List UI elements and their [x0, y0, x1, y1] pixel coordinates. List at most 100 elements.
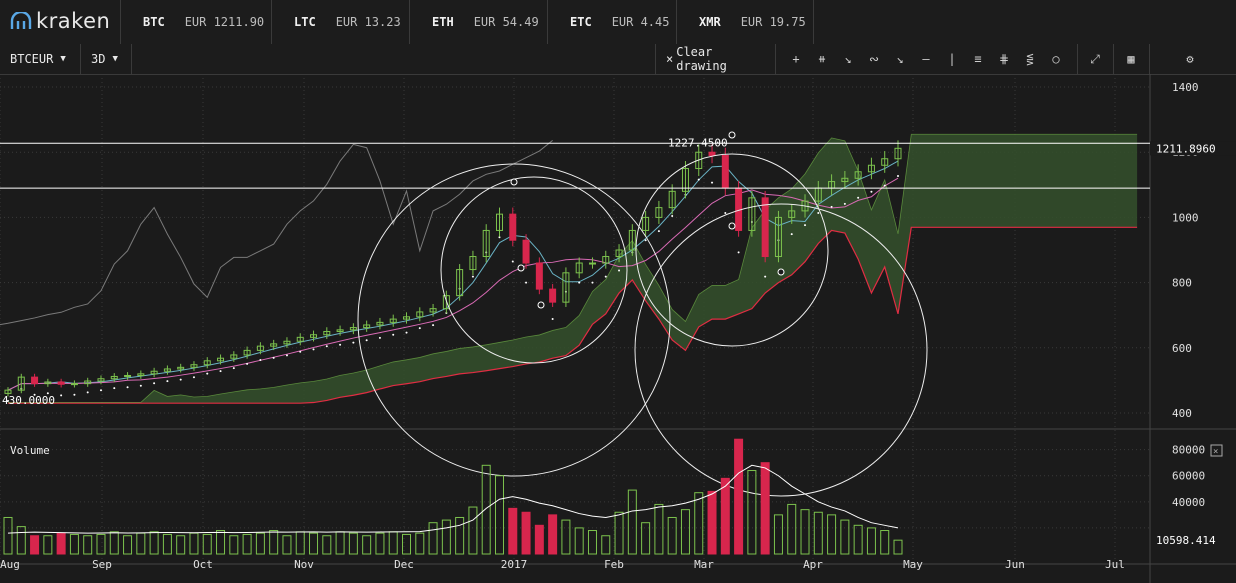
price-tick-label: 400	[1172, 407, 1192, 420]
volume-bar	[707, 490, 717, 555]
volume-bar	[402, 533, 412, 555]
fullscreen-icon[interactable]: ⤢	[1090, 52, 1100, 66]
pitchfork-icon[interactable]: ⋕	[998, 52, 1010, 66]
volume-bar	[667, 516, 677, 555]
candle-body	[588, 262, 596, 265]
volume-bar	[521, 511, 531, 555]
psar-dot	[578, 281, 581, 284]
candle-body	[429, 308, 437, 313]
ticker-eth[interactable]: ETH EUR 54.49	[409, 0, 547, 44]
psar-dot	[325, 345, 328, 348]
candle-body	[70, 383, 78, 386]
psar-dot	[299, 350, 302, 353]
candle-body	[336, 329, 344, 332]
trend-line-icon[interactable]: ⧺	[818, 52, 826, 66]
volume-bar	[880, 530, 890, 555]
arrow-icon[interactable]: ↘	[844, 52, 852, 66]
volume-bar	[641, 522, 651, 555]
candle-body	[124, 374, 132, 377]
candle-body	[310, 334, 318, 338]
psar-dot	[60, 394, 63, 397]
circle-icon[interactable]: ○	[1052, 52, 1060, 66]
candle-body	[535, 262, 543, 290]
volume-bar	[189, 532, 199, 555]
user-drawings[interactable]: 1227.4500 430.0000	[0, 131, 1150, 497]
fib-icon[interactable]: ≡	[974, 52, 982, 66]
gann-fan-icon[interactable]: ⋚	[1026, 52, 1034, 66]
ticker-etc[interactable]: ETC EUR 4.45	[547, 0, 676, 44]
vertical-line-icon[interactable]: |	[948, 52, 956, 66]
crosshair-icon[interactable]: +	[792, 52, 800, 66]
candle-body	[44, 381, 52, 385]
candle-body	[615, 249, 623, 258]
volume-bar	[176, 535, 186, 555]
interval-label: 3D	[91, 52, 106, 66]
interval-dropdown[interactable]: 3D ▼	[81, 44, 132, 74]
x-axis-label: May	[903, 558, 923, 571]
candle-body	[854, 171, 862, 179]
volume-ma-line	[7, 464, 899, 534]
drawing-anchor	[728, 222, 736, 230]
circle-drawing	[635, 153, 829, 347]
psar-dot	[644, 239, 647, 242]
candle-body	[681, 168, 689, 192]
chart-type-icon[interactable]: ▦	[1127, 52, 1135, 66]
ray-icon[interactable]: ↘	[896, 52, 904, 66]
clear-drawing-button[interactable]: × Clear drawing	[656, 44, 776, 74]
ticker-btc[interactable]: BTC EUR 1211.90	[120, 0, 271, 44]
psar-dot	[843, 202, 846, 205]
candle-body	[283, 340, 291, 345]
psar-dot	[339, 343, 342, 346]
volume-bar	[853, 524, 863, 555]
ticker-ltc[interactable]: LTC EUR 13.23	[271, 0, 409, 44]
ichimoku-cloud	[8, 133, 1138, 404]
candle-body	[150, 370, 158, 375]
horizontal-line-icon[interactable]: –	[922, 52, 930, 66]
ticker-symbol: BTC	[143, 15, 165, 29]
x-axis-label: Jun	[1005, 558, 1025, 571]
candle-body	[456, 269, 464, 297]
candle-body	[482, 229, 490, 258]
candle-body	[323, 330, 331, 336]
chart-grid	[0, 74, 1236, 583]
current-price-tag	[1150, 141, 1236, 156]
psar-dot	[604, 275, 607, 278]
price-tick-label: 1000	[1172, 211, 1199, 224]
volume-bar	[282, 535, 292, 555]
candle-body	[867, 164, 875, 173]
volume-bar	[455, 516, 465, 555]
psar-dot	[804, 224, 807, 227]
volume-bar	[162, 533, 172, 555]
x-axis-label: Mar	[694, 558, 714, 571]
volume-bar	[800, 509, 810, 555]
psar-dot	[657, 230, 660, 233]
psar-dot	[897, 174, 899, 177]
candle-body	[4, 389, 12, 394]
volume-bar	[216, 530, 226, 555]
candle-body	[190, 364, 198, 368]
ticker-xmr[interactable]: XMR EUR 19.75	[676, 0, 814, 44]
lagging-line	[0, 140, 553, 326]
settings-icon[interactable]: ⚙	[1186, 52, 1194, 66]
circle-drawing	[634, 203, 928, 497]
candle-body	[761, 197, 769, 258]
candle-body	[97, 378, 105, 382]
volume-label: Volume	[10, 444, 50, 457]
candle-body	[203, 360, 211, 366]
volume-bar	[388, 531, 398, 555]
psar-dot	[378, 336, 381, 339]
volume-bar	[255, 532, 265, 555]
candle-body	[495, 213, 503, 231]
psar-dot	[711, 181, 714, 184]
psar-dot	[857, 196, 860, 199]
candle-body	[363, 324, 371, 329]
chevron-down-icon: ▼	[112, 54, 118, 64]
curve-icon[interactable]: ∾	[868, 52, 880, 66]
kraken-logo[interactable]: kraken	[10, 8, 110, 34]
pair-dropdown[interactable]: BTCEUR ▼	[0, 44, 81, 74]
circle-drawing	[440, 176, 628, 364]
ticker-symbol: LTC	[294, 15, 316, 29]
price-chart[interactable]: 1227.4500 430.0000 Volume × 400 600 800 1000 1…	[0, 74, 1236, 583]
cloud-upper-line	[8, 133, 1138, 403]
volume-bar	[614, 511, 624, 555]
